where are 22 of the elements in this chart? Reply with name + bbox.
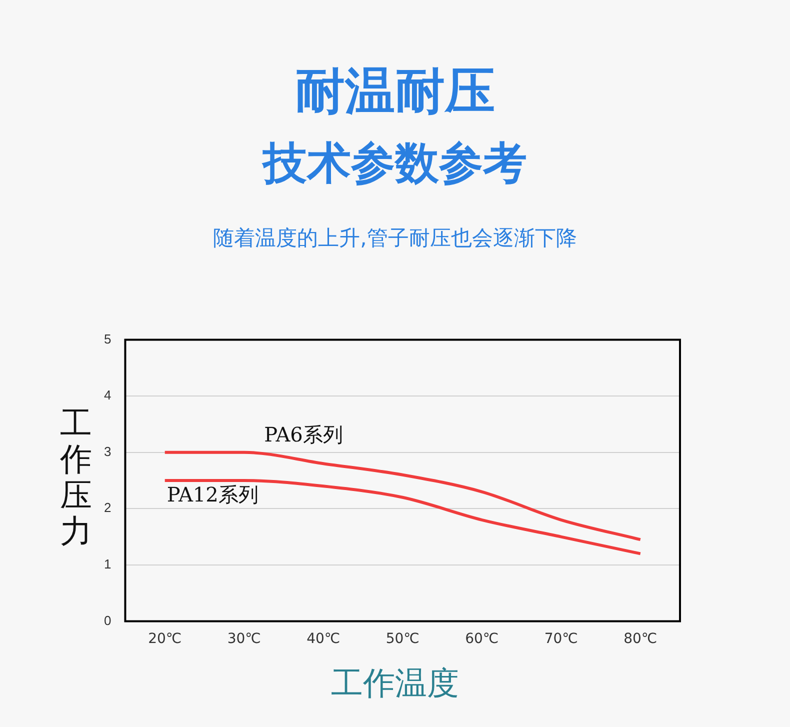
y-tick-label: 4: [104, 388, 112, 403]
y-tick-label: 1: [104, 556, 112, 572]
x-tick-label: 20℃: [148, 631, 182, 648]
x-axis-title: 工作温度: [330, 663, 460, 704]
x-tick-label: 30℃: [227, 631, 261, 648]
x-tick-label: 60℃: [465, 631, 499, 648]
text: 随着温度的上升,管子耐压也会逐渐下降: [212, 225, 578, 252]
line-series: [163, 450, 642, 542]
line-series: [163, 479, 642, 556]
y-tick-label: 2: [104, 500, 112, 516]
series-label: PA12系列: [166, 482, 258, 507]
x-tick-label: 40℃: [306, 631, 340, 648]
chart-subtitle: 技术参数参考: [260, 137, 528, 191]
y-axis-title: 工作压力: [59, 404, 93, 550]
x-tick-label: 70℃: [544, 631, 578, 648]
y-tick-label: 0: [104, 612, 112, 628]
series-label: PA6系列: [264, 422, 343, 447]
y-tick-label: 5: [104, 331, 112, 346]
y-tick-label: 3: [104, 444, 112, 459]
x-tick-label: 80℃: [624, 631, 658, 648]
chart-title: 耐温耐压: [294, 61, 496, 122]
x-tick-label: 50℃: [386, 631, 420, 648]
